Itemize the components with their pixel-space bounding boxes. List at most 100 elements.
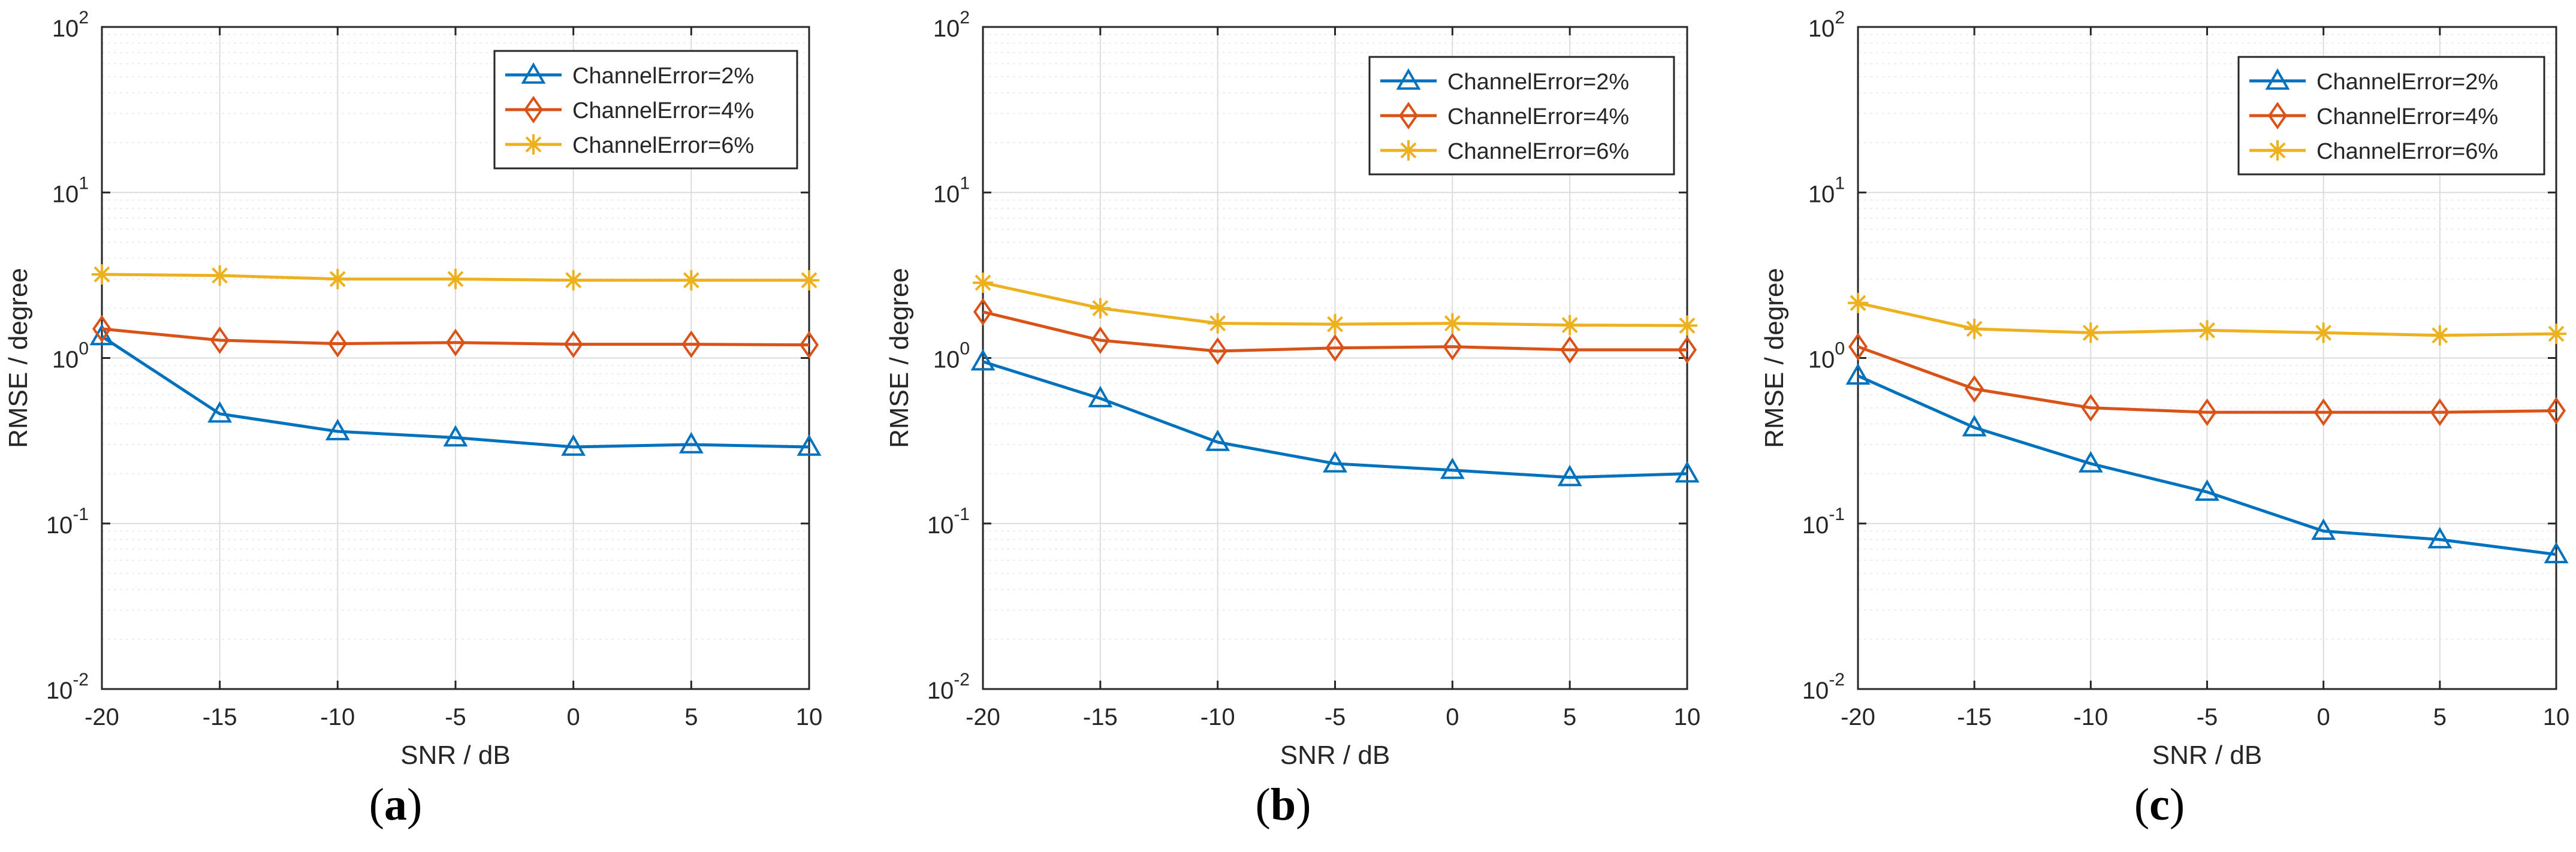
data-point (1964, 318, 1985, 339)
x-tick-label: -20 (1841, 704, 1875, 730)
y-axis-label: RMSE / degree (885, 268, 914, 448)
data-point (1090, 326, 1110, 354)
x-tick-label: -5 (1325, 704, 1346, 730)
data-point (210, 326, 230, 354)
x-axis-label: SNR / dB (2152, 741, 2262, 770)
data-point (1848, 333, 1868, 361)
x-axis-label: SNR / dB (1280, 741, 1390, 770)
legend-marker (2267, 101, 2288, 130)
legend: ChannelError=2% ChannelError=4% ChannelErr… (1368, 56, 1675, 176)
legend-box (493, 50, 798, 170)
data-point (2544, 542, 2569, 564)
x-tick-label: -20 (966, 704, 1000, 730)
data-point (1845, 363, 1871, 385)
data-point (678, 431, 704, 454)
legend-label: ChannelError=6% (1447, 139, 1629, 164)
data-point (327, 268, 348, 289)
data-point (2195, 479, 2219, 501)
series-line (1857, 345, 2557, 414)
x-axis-label: SNR / dB (400, 741, 510, 770)
data-point (563, 330, 583, 358)
legend-marker (523, 95, 544, 124)
y-tick-label: 102 (933, 8, 970, 42)
x-tick-label: -15 (1957, 704, 1992, 730)
data-point (1560, 336, 1580, 364)
data-point (681, 270, 702, 291)
x-tick-label: 5 (684, 704, 698, 730)
data-point (2427, 527, 2453, 549)
series-3 (1848, 292, 2566, 346)
data-point (1325, 314, 1346, 335)
x-tick-label: -10 (1200, 704, 1235, 730)
data-point (2078, 451, 2103, 473)
data-point (209, 265, 230, 286)
series-3 (92, 264, 819, 291)
y-tick-label: 101 (933, 173, 970, 207)
legend: ChannelError=2% ChannelError=4% ChannelErr… (493, 50, 798, 170)
data-point (2197, 398, 2217, 427)
data-point (563, 270, 584, 291)
y-tick-label: 10-1 (1802, 504, 1845, 539)
data-point (2546, 397, 2566, 425)
legend-label: ChannelError=2% (2316, 70, 2498, 95)
series-1 (1845, 363, 2569, 564)
data-point (445, 268, 466, 289)
panel-caption-a: (a) (369, 780, 423, 830)
y-tick-label: 10-1 (927, 504, 970, 539)
series-3 (973, 272, 1697, 336)
data-point (207, 401, 233, 423)
legend-label: ChannelError=4% (1447, 104, 1629, 129)
data-point (797, 434, 822, 456)
data-point (681, 330, 701, 358)
legend-marker (1396, 68, 1421, 90)
data-point (1207, 313, 1228, 334)
chart-panel-b: -20 -15 -10 -5 0 5 10 10-2 10-1 100 101 102 SNR / dB… (885, 8, 1700, 770)
series-1 (970, 349, 1700, 487)
data-point (1962, 415, 1987, 437)
data-point (1205, 429, 1230, 451)
data-point (1208, 337, 1227, 365)
data-point (2080, 322, 2101, 343)
series-line (982, 360, 1688, 479)
x-tick-label: 0 (1446, 704, 1459, 730)
data-point (2197, 320, 2218, 341)
y-tick-label: 100 (933, 339, 970, 373)
data-point (445, 328, 466, 356)
data-point (2313, 398, 2333, 427)
legend-label: ChannelError=4% (2316, 104, 2498, 129)
y-axis-label: RMSE / degree (1760, 268, 1789, 448)
chart-panel-c: -20 -15 -10 -5 0 5 10 10-2 10-1 100 101 102 SNR / dB… (1760, 8, 2569, 770)
data-point (970, 349, 996, 371)
data-point (1443, 333, 1462, 361)
series-2 (1848, 333, 2566, 427)
y-tick-label: 10-2 (1802, 670, 1845, 704)
data-point (325, 419, 350, 440)
y-tick-label: 102 (1808, 8, 1845, 42)
data-point (1560, 315, 1580, 336)
legend: ChannelError=2% ChannelError=4% ChannelErr… (2237, 56, 2545, 176)
data-point (2313, 322, 2334, 343)
data-point (973, 272, 993, 293)
legend-label: ChannelError=2% (1447, 70, 1629, 95)
data-point (1848, 292, 1868, 313)
data-point (1677, 336, 1697, 364)
data-point (1325, 334, 1345, 362)
y-tick-label: 100 (1808, 339, 1845, 373)
x-tick-label: -20 (85, 704, 119, 730)
data-point (1675, 461, 1700, 483)
y-tick-label: 101 (1808, 173, 1845, 207)
series-line (101, 327, 810, 347)
legend-marker (523, 134, 544, 155)
y-tick-label: 10-2 (46, 670, 89, 704)
x-tick-label: 5 (1563, 704, 1576, 730)
data-point (2546, 324, 2566, 345)
x-tick-label: -10 (2073, 704, 2108, 730)
legend-marker (2267, 140, 2288, 161)
data-point (1442, 313, 1463, 334)
data-point (328, 330, 348, 358)
data-point (1323, 451, 1347, 473)
y-axis-label: RMSE / degree (4, 268, 33, 448)
x-tick-label: 10 (1674, 704, 1701, 730)
series-line (1857, 374, 2557, 556)
legend-marker (1398, 140, 1419, 161)
